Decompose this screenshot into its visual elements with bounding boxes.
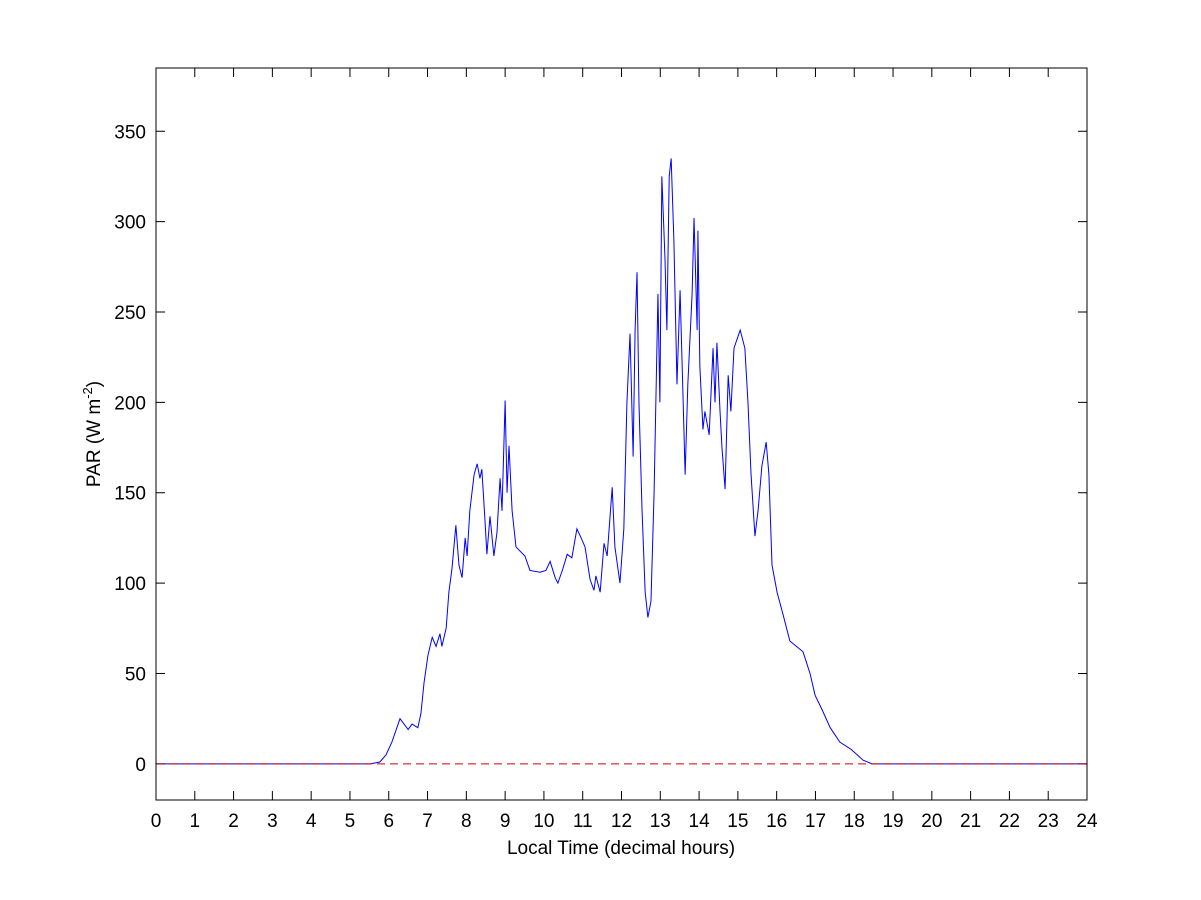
x-tick-label: 15 [727, 811, 748, 832]
x-tick-label: 20 [921, 811, 942, 832]
y-tick-label: 250 [114, 303, 146, 324]
x-tick-label: 22 [999, 811, 1020, 832]
data-line [156, 158, 1087, 765]
y-axis-label: PAR (W m-2) [80, 381, 105, 487]
y-axis-label-suffix: ) [84, 381, 105, 387]
y-tick-label: 300 [114, 213, 146, 234]
x-tick-label: 21 [960, 811, 981, 832]
y-tick-label: 50 [125, 664, 146, 685]
x-tick-label: 9 [500, 811, 511, 832]
x-tick-label: 6 [383, 811, 394, 832]
y-axis-label-superscript: -2 [80, 387, 95, 399]
x-tick-label: 23 [1038, 811, 1059, 832]
x-tick-label: 24 [1076, 811, 1098, 832]
x-tick-label: 0 [151, 811, 162, 832]
y-axis-label-text: PAR (W m [84, 399, 105, 487]
y-tick-label: 350 [114, 122, 146, 143]
x-tick-label: 2 [228, 811, 239, 832]
x-tick-label: 7 [422, 811, 433, 832]
x-tick-label: 13 [650, 811, 671, 832]
x-tick-label: 5 [345, 811, 356, 832]
y-tick-label: 0 [135, 755, 146, 776]
x-tick-label: 10 [533, 811, 554, 832]
x-axis-label: Local Time (decimal hours) [507, 838, 735, 859]
x-tick-label: 17 [805, 811, 826, 832]
x-tick-label: 19 [882, 811, 903, 832]
x-tick-label: 1 [190, 811, 201, 832]
y-tick-label: 200 [114, 393, 146, 414]
x-tick-label: 14 [689, 811, 711, 832]
x-tick-label: 8 [461, 811, 472, 832]
y-tick-label: 100 [114, 574, 146, 595]
plot-frame [155, 67, 1088, 801]
x-tick-label: 3 [267, 811, 278, 832]
x-tick-label: 11 [573, 811, 593, 832]
x-tick-label: 16 [766, 811, 787, 832]
x-tick-label: 12 [611, 811, 632, 832]
y-tick-label: 150 [114, 484, 146, 505]
x-tick-label: 18 [844, 811, 865, 832]
x-tick-label: 4 [306, 811, 317, 832]
